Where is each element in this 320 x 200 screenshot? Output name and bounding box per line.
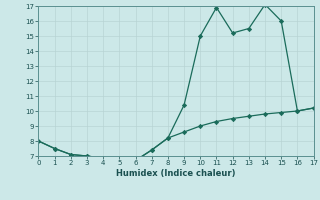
X-axis label: Humidex (Indice chaleur): Humidex (Indice chaleur) (116, 169, 236, 178)
